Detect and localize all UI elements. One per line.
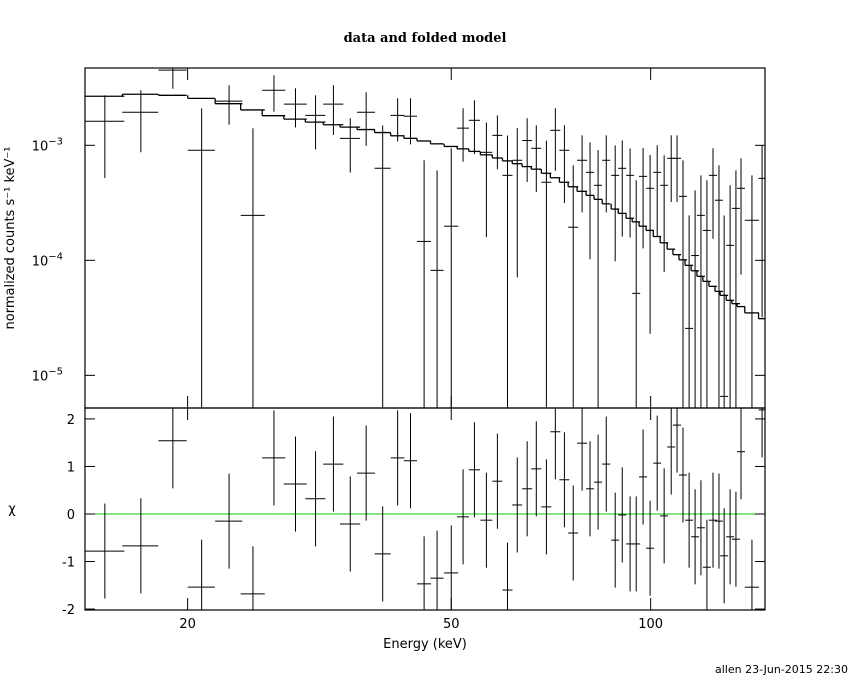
y-tick-exponent: −5 [48, 366, 63, 377]
y-axis-label: χ [8, 502, 16, 517]
y-tick-label: -2 [62, 603, 75, 618]
bottom-plot [85, 408, 765, 610]
top-plot [85, 68, 765, 408]
y-tick-label: 10−5 [32, 366, 63, 384]
x-tick-label: 20 [179, 617, 196, 632]
y-tick-exponent: −3 [48, 136, 63, 147]
y-tick-base: 10 [32, 254, 49, 269]
y-axis-label: normalized counts s⁻¹ keV⁻¹ [3, 147, 18, 330]
x-tick-label: 50 [443, 617, 460, 632]
y-tick-base: 10 [32, 369, 49, 384]
footer: allen 23-Jun-2015 22:30 [715, 663, 848, 676]
bottom-frame [84, 407, 766, 611]
y-tick-base: 10 [32, 139, 49, 154]
y-tick-label: 10−4 [32, 251, 63, 269]
y-tick-label: 2 [67, 413, 75, 428]
chart-title: data and folded model [344, 31, 507, 46]
y-tick-exponent: −4 [48, 251, 63, 262]
y-tick-label: 1 [67, 460, 75, 475]
x-axis-label: Energy (keV) [383, 637, 467, 652]
x-tick-label: 100 [638, 617, 663, 632]
y-tick-label: 10−3 [32, 136, 63, 154]
y-tick-label: -1 [62, 556, 75, 571]
y-tick-label: 0 [67, 508, 75, 523]
